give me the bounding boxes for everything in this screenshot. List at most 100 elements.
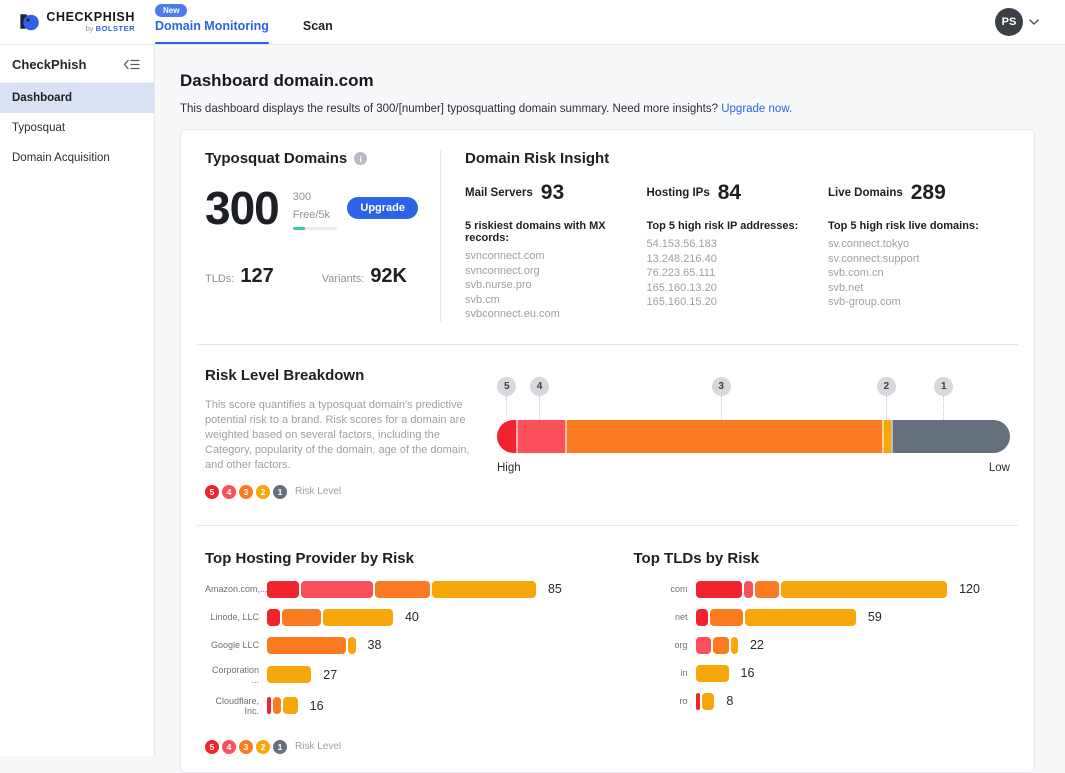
- info-icon[interactable]: i: [354, 152, 367, 165]
- sidebar-item-domain-acquisition[interactable]: Domain Acquisition: [0, 143, 154, 173]
- risk-segment-level-4[interactable]: [516, 420, 565, 453]
- bar-segment-level-5[interactable]: [267, 609, 280, 626]
- bar-value: 27: [323, 668, 337, 682]
- risk-breakdown-bar: [497, 420, 1010, 453]
- stacked-bar: [267, 581, 536, 598]
- bar-segment-level-4[interactable]: [744, 581, 753, 598]
- sidebar-item-typosquat[interactable]: Typosquat: [0, 113, 154, 143]
- bar-value: 59: [868, 610, 882, 624]
- upgrade-now-link[interactable]: Upgrade now.: [721, 103, 792, 115]
- dashboard-card: Typosquat Domains i 300 300 Free/5k Upgr…: [180, 129, 1035, 773]
- stacked-bar: [696, 609, 856, 626]
- bar-area: 85: [267, 581, 608, 598]
- sidebar-header: CheckPhish: [0, 45, 154, 83]
- risk-level-3-dot: 3: [239, 740, 253, 754]
- badge-number: 5: [497, 377, 516, 396]
- sidebar-title: CheckPhish: [12, 57, 86, 72]
- chart-row: Corporation ...27: [205, 665, 608, 685]
- bar-segment-level-2[interactable]: [283, 697, 298, 714]
- bar-segment-level-2[interactable]: [323, 609, 393, 626]
- bar-segment-level-3[interactable]: [710, 609, 743, 626]
- bar-segment-level-2[interactable]: [696, 665, 729, 682]
- risk-breakdown-title: Risk Level Breakdown: [205, 367, 473, 384]
- insight-list-item: 165.160.15.20: [646, 295, 817, 310]
- bar-segment-level-2[interactable]: [731, 637, 738, 654]
- bar-value: 22: [750, 638, 764, 652]
- bar-segment-level-2[interactable]: [702, 693, 715, 710]
- bar-segment-level-5[interactable]: [696, 609, 709, 626]
- bar-value: 8: [726, 694, 733, 708]
- bar-segment-level-3[interactable]: [273, 697, 281, 714]
- upgrade-button[interactable]: Upgrade: [347, 197, 418, 219]
- bar-label: Google LLC: [205, 640, 267, 650]
- chart-title: Top Hosting Provider by Risk: [205, 550, 608, 567]
- bar-segment-level-5[interactable]: [267, 581, 299, 598]
- bar-segment-level-5[interactable]: [267, 697, 271, 714]
- badge-number: 3: [712, 377, 731, 396]
- stacked-bar: [696, 665, 729, 682]
- quota: 300 Free/5k: [293, 187, 338, 230]
- bar-segment-level-5[interactable]: [696, 581, 743, 598]
- badge-leader-line: [539, 396, 540, 420]
- sidebar-item-dashboard[interactable]: Dashboard: [0, 83, 154, 113]
- bar-segment-level-4[interactable]: [301, 581, 373, 598]
- badge-number: 4: [530, 377, 549, 396]
- bar-segment-level-2[interactable]: [267, 666, 311, 683]
- insight-list-item: 54.153.56.183: [646, 237, 817, 252]
- typosquat-count: 300: [205, 185, 279, 231]
- bar-area: 16: [267, 697, 608, 714]
- insight-list-item: svnconnect.org: [465, 264, 636, 279]
- bar-label: com: [634, 584, 696, 594]
- insight-list-title: Top 5 high risk live domains:: [828, 220, 999, 232]
- bar-area: 22: [696, 637, 1011, 654]
- risk-segment-level-1[interactable]: [891, 420, 1010, 453]
- stacked-bar: [267, 666, 311, 683]
- insight-list-item: sv.connect.support: [828, 252, 999, 267]
- bar-label: Linode, LLC: [205, 612, 267, 622]
- risk-level-4-dot: 4: [222, 740, 236, 754]
- bar-segment-level-2[interactable]: [745, 609, 856, 626]
- insight-list-item: svb-group.com: [828, 295, 999, 310]
- legend-label: Risk Level: [295, 486, 341, 497]
- bar-segment-level-3[interactable]: [282, 609, 321, 626]
- brand[interactable]: CHECKPHISH by BOLSTER: [0, 0, 155, 44]
- stacked-bar: [696, 693, 715, 710]
- bar-segment-level-3[interactable]: [267, 637, 346, 654]
- insight-list-item: svnconnect.com: [465, 249, 636, 264]
- bar-area: 40: [267, 609, 608, 626]
- risk-segment-level-2[interactable]: [882, 420, 891, 453]
- tab-scan[interactable]: .Scan: [303, 4, 333, 44]
- badge-leader-line: [943, 396, 944, 420]
- risk-segment-level-3[interactable]: [565, 420, 882, 453]
- bar-segment-level-2[interactable]: [781, 581, 947, 598]
- user-menu[interactable]: PS: [995, 0, 1065, 44]
- insight-list-item: sv.connect.tokyo: [828, 237, 999, 252]
- bar-segment-level-3[interactable]: [755, 581, 780, 598]
- risk-segment-level-5[interactable]: [497, 420, 516, 453]
- bar-segment-level-2[interactable]: [432, 581, 536, 598]
- chevron-down-icon: [1029, 19, 1039, 26]
- avatar[interactable]: PS: [995, 8, 1023, 36]
- collapse-sidebar-icon[interactable]: [123, 58, 140, 71]
- bar-segment-level-4[interactable]: [696, 637, 711, 654]
- risk-level-1-dot: 1: [273, 485, 287, 499]
- bar-segment-level-2[interactable]: [348, 637, 356, 654]
- bar-segment-level-3[interactable]: [713, 637, 730, 654]
- bar-segment-level-5[interactable]: [696, 693, 700, 710]
- bar-segment-level-3[interactable]: [375, 581, 430, 598]
- risk-level-2-badge: 2: [877, 377, 896, 420]
